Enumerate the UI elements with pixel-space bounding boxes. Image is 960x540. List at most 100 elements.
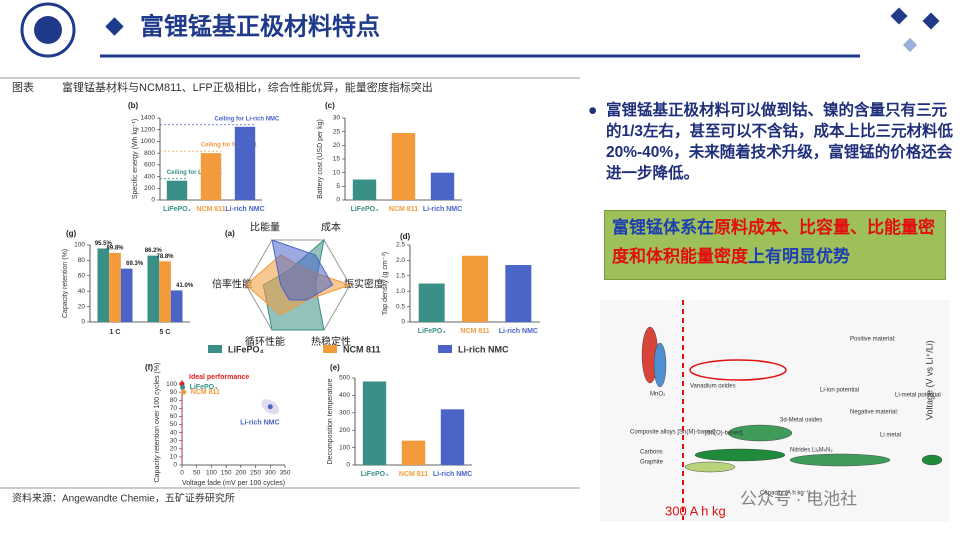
highlight-text: 富锂锰体系在原料成本、比容量、比能量密度和体积能量密度上有明显优势 (612, 213, 947, 271)
marker-label: 300 A h kg (665, 503, 726, 518)
annotation: Ceiling for Li-rich NMC (214, 116, 280, 122)
y-tick-label: 2.0 (396, 257, 405, 264)
title-diamond (105, 17, 124, 36)
point (180, 384, 186, 390)
panel-label: (f) (145, 363, 153, 372)
image-region (694, 448, 786, 462)
legend-swatch (323, 345, 337, 353)
y-tick-label: 400 (144, 173, 155, 180)
panel-label: (b) (128, 101, 139, 110)
y-axis-label: Specific energy (Wh kg⁻¹) (132, 119, 139, 199)
image-label: [Sn(O)-based] (705, 431, 743, 437)
image-label: Li-metal potential (895, 393, 941, 399)
bar (430, 172, 455, 200)
y-tick-label: 0 (173, 462, 177, 469)
y-tick-label: 400 (339, 392, 350, 399)
x-tick-label: NCM 811 (389, 206, 418, 213)
x-tick-label: 5 C (160, 329, 171, 336)
bar (120, 268, 133, 322)
x-tick-label: Li-rich NMC (423, 206, 462, 213)
x-tick-label: LiFePO₄ (418, 328, 446, 335)
panel-label: (e) (330, 363, 340, 372)
legend-swatch (438, 345, 452, 353)
bar (505, 265, 532, 322)
radar-axis-label: 比能量 (250, 220, 280, 233)
image-region (727, 424, 793, 442)
panel-label: (d) (400, 232, 411, 241)
source: 资料来源：Angewandte Chemie，五矿证券研究所 (12, 492, 235, 505)
y-tick-label: 90 (170, 389, 178, 396)
bar (401, 440, 426, 465)
radar-axis-label: 成本 (321, 220, 341, 233)
logo-core (34, 16, 62, 44)
x-tick-label: 350 (280, 470, 291, 477)
point (181, 389, 187, 395)
image-label: Composite alloys [Sn(M)-based] (630, 430, 716, 436)
bar (166, 180, 188, 200)
y-tick-label: 80 (170, 397, 178, 404)
image-label: Capacity (A h kg⁻¹) (760, 491, 811, 497)
y-tick-label: 20 (170, 446, 178, 453)
y-axis-label: Capacity retention (%) (62, 249, 69, 318)
x-tick-label: NCM 811 (460, 328, 489, 335)
x-tick-label: 200 (235, 470, 246, 477)
y-tick-label: 600 (144, 162, 155, 169)
bar (234, 126, 256, 200)
bullet: ● 富锂锰基正极材料可以做到钴、镍的含量只有三元的1/3左右，甚至可以不含钴，成本… (588, 102, 954, 182)
point-label: Ideal performance (189, 374, 249, 381)
x-tick-label: 100 (206, 470, 217, 477)
right-image (600, 300, 950, 522)
highlight-ring (689, 359, 787, 381)
y-tick-label: 0 (151, 197, 155, 204)
y-tick-label: 20 (78, 303, 86, 310)
bar (352, 179, 377, 200)
y-tick-label: 60 (170, 413, 178, 420)
slide-title: 富锂锰基正极材料特点 (140, 12, 380, 40)
y-tick-label: 40 (78, 288, 86, 295)
x-tick-label: LiFePO₄ (351, 206, 379, 213)
y-tick-label: 300 (339, 410, 350, 417)
panel-label: (c) (325, 101, 335, 110)
y-tick-label: 50 (170, 421, 178, 428)
x-tick-label: 150 (221, 470, 232, 477)
y-tick-label: 30 (333, 115, 341, 122)
image-label: Negative material: (850, 410, 899, 416)
image-label: 3d-Metal oxides (780, 418, 822, 424)
y-tick-label: 100 (74, 242, 85, 249)
y-tick-label: 80 (78, 257, 86, 264)
x-tick-label: 0 (180, 470, 184, 477)
value-label: 78.8% (156, 254, 174, 260)
y-tick-label: 70 (170, 405, 178, 412)
y-tick-label: 800 (144, 150, 155, 157)
y-axis-label: Capacity retention over 100 cycles (%) (154, 363, 161, 483)
point-label: NCM 811 (191, 389, 220, 396)
y-tick-label: 0 (336, 197, 340, 204)
annotation: Ceiling for LiFePO₄ (167, 170, 222, 176)
x-tick-label: Li-rich NMC (499, 328, 538, 335)
x-tick-label: 1 C (110, 329, 121, 336)
x-tick-label: NCM 811 (196, 206, 225, 213)
image-label: Vanadium oxides (690, 384, 736, 390)
y-tick-label: 100 (339, 444, 350, 451)
y-tick-label: 200 (339, 427, 350, 434)
y-tick-label: 25 (333, 128, 341, 135)
y-tick-label: 0 (346, 462, 350, 469)
bar (170, 290, 183, 322)
legend-label: LiFePO₄ (228, 344, 264, 354)
x-tick-label: NCM 811 (399, 471, 428, 478)
x-axis-label: Voltage fade (mV per 100 cycles) (182, 480, 285, 487)
highlight-part: 富锂锰体系在 (612, 218, 714, 237)
x-tick-label: Li-rich NMC (225, 206, 264, 213)
image-region (653, 342, 667, 388)
image-region (684, 461, 736, 473)
value-label: 41.0% (176, 283, 194, 289)
point-label: Li-rich NMC (240, 420, 279, 427)
radar-axis-label: 振实密度 (344, 278, 384, 291)
value-label: 69.3% (126, 261, 144, 267)
radar-series (271, 239, 334, 301)
y-tick-label: 60 (78, 273, 86, 280)
y-tick-label: 10 (333, 169, 341, 176)
bar (109, 252, 121, 322)
